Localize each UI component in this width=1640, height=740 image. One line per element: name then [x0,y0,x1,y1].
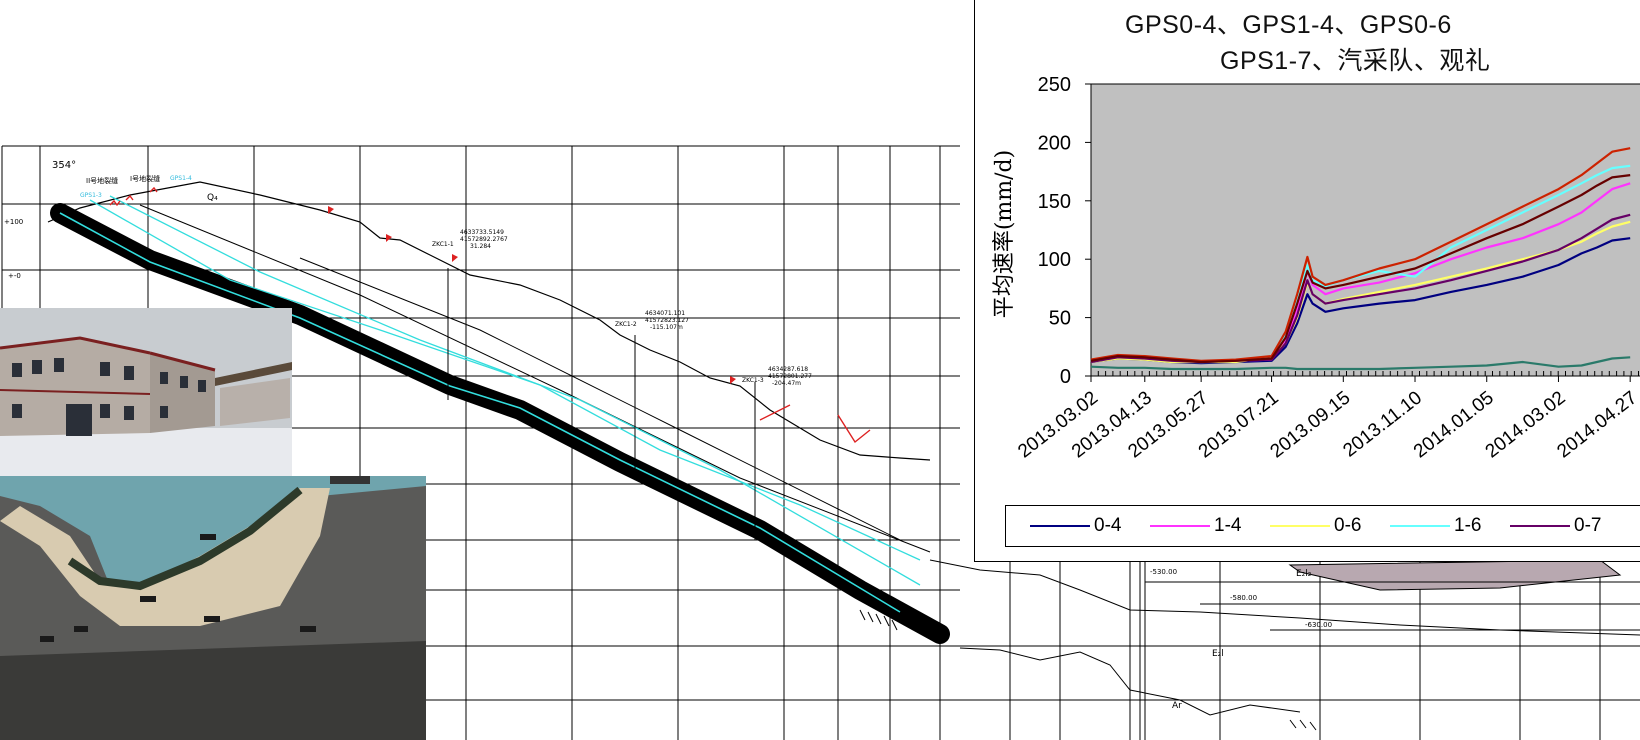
depth-label-530: -530.00 [1150,568,1177,576]
series-line [1090,174,1631,364]
elevation-label-0: +-0 [8,272,21,280]
cyan-seam-line-1 [59,212,901,613]
legend-swatch [1510,525,1570,527]
borehole-1-coord2: 41572892.2767 [460,236,508,243]
coal-seam-band [50,203,950,644]
syncline-shape [1288,559,1622,591]
borehole-2-coord3: -115.107m [650,324,683,331]
legend-label: 0-6 [1334,515,1362,536]
chart-canvas: 050100150200250平均速率(mm/d)2013.03.022013.… [992,74,1640,462]
depth-label-630: -630.00 [1305,621,1332,629]
borehole-2-coord1: 4634071.101 [645,310,685,317]
x-tick-label: 2013.09.15 [1267,387,1355,462]
fissure-label-1: I号地裂缝 [130,174,160,183]
y-tick-label: 250 [1038,74,1071,96]
fissure-label-2: II号地裂缝 [86,176,118,185]
legend-swatch [1270,525,1330,527]
gps-label-1: GPS1-3 [80,192,102,199]
deep-line [959,647,1301,716]
fault-line-a [139,204,931,553]
borehole-1-coord3: 31.284 [470,243,491,250]
fissure-marks [109,186,158,207]
stratum-label-q4: Q₄ [207,193,218,203]
series-line [1090,147,1631,362]
x-tick-label: 2014.04.27 [1553,387,1640,462]
borehole-1-name: ZKC1-1 [432,241,454,248]
building-photo [0,308,292,476]
borehole-2-coord2: 41572823.127 [645,317,689,324]
cyan-seam-line-3 [109,195,921,586]
red-crack-lines [759,404,871,444]
chart-title-line-2: GPS1-7、汽采队、观礼 [1220,47,1491,75]
legend-swatch [1030,525,1090,527]
y-tick-label: 0 [1060,366,1071,388]
borehole-3-coord2: 41572801.277 [768,373,812,380]
borehole-3-coord1: 4634287.618 [768,366,808,373]
depth-label-580: -580.00 [1230,594,1257,602]
legend-label: 1-4 [1214,515,1242,536]
stratum-label-e2l: E₂l [1212,649,1224,659]
model-photo [0,476,426,740]
borehole-3-name: ZKC1-3 [742,377,764,384]
y-tick-label: 150 [1038,191,1071,213]
legend-swatch [1390,525,1450,527]
borehole-3-coord3: -204.47m [772,380,801,387]
red-flag-icon [730,376,736,384]
chart-legend: 0-4 1-4 0-6 1-6 0-7 [1005,505,1640,547]
elevation-label-100: +100 [4,218,23,226]
red-flag-icon [452,254,458,262]
y-tick-label: 100 [1038,249,1071,271]
stratum-label-ar: Ar [1172,701,1182,711]
legend-label: 0-4 [1094,515,1122,536]
plot-area [1090,83,1640,377]
legend-label: 0-7 [1574,515,1602,536]
gps-label-2: GPS1-4 [170,175,192,182]
stratum-label-e2l2: E₂l₂ [1296,569,1312,579]
y-tick-label: 200 [1038,132,1071,154]
hatch-area [859,609,1317,731]
fault-line-b [299,257,901,541]
deep-line-2 [929,559,1640,636]
section-grid [1,145,1640,740]
ground-surface-line [47,181,931,461]
y-axis-label: 平均速率(mm/d) [992,150,1017,318]
y-tick-label: 50 [1049,308,1071,330]
series-line [1090,356,1631,371]
borehole-1-coord1: 4633733.5149 [460,229,504,236]
legend-label: 1-6 [1454,515,1482,536]
red-flag-icon [328,206,334,214]
legend-swatch [1150,525,1210,527]
borehole-2-name: ZKC1-2 [615,321,637,328]
chart-title-line-1: GPS0-4、GPS1-4、GPS0-6 [1125,11,1452,39]
red-flag-icon [386,234,392,242]
chart-panel: GPS0-4、GPS1-4、GPS0-6 GPS1-7、汽采队、观礼 0 50 10… [974,0,1640,562]
azimuth-label: 354° [52,160,76,171]
